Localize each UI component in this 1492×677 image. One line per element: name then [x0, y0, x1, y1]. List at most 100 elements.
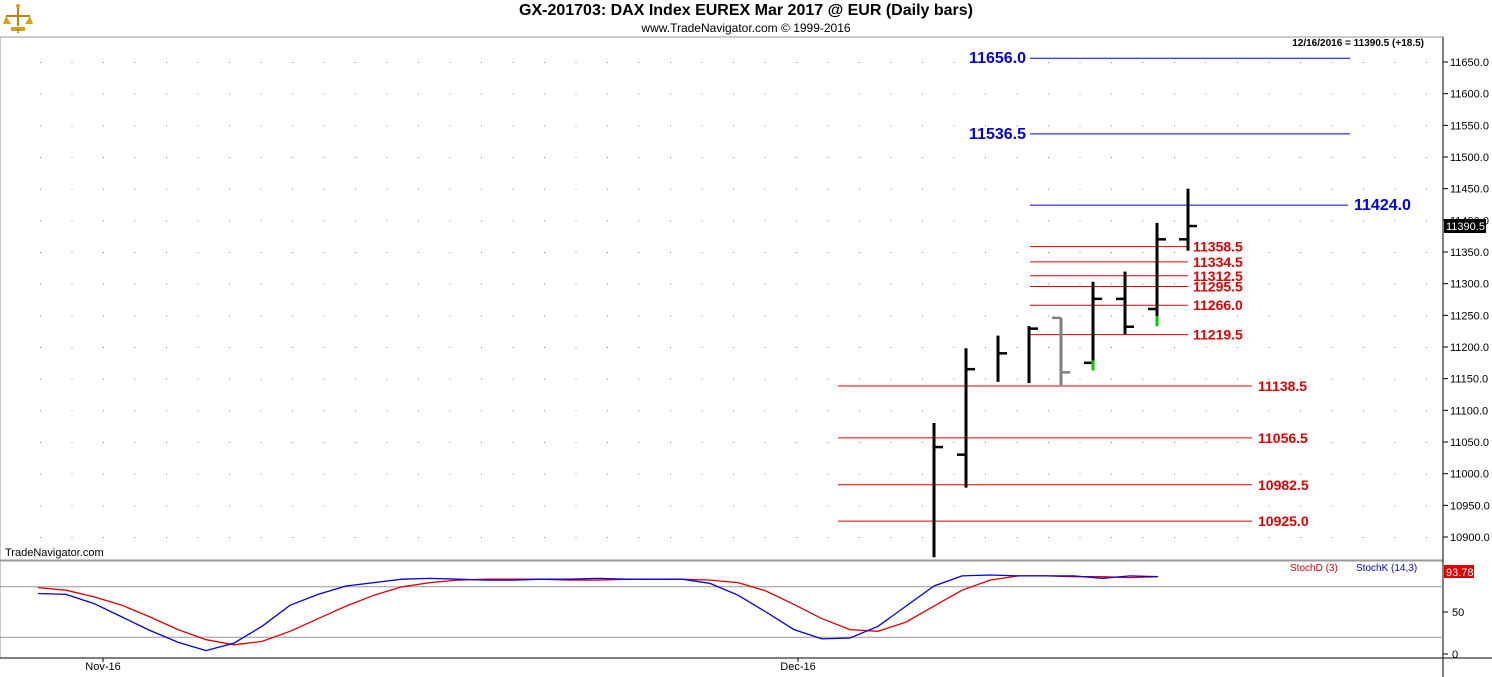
- grid-dot: [890, 220, 892, 222]
- stochastic-panel: 50 0 StochD (3) StochK (14,3): [0, 563, 1464, 661]
- grid-dot: [1331, 410, 1333, 412]
- grid-dot: [701, 220, 703, 222]
- grid-dot: [1237, 125, 1238, 127]
- grid-dot: [103, 473, 104, 475]
- grid-dot: [418, 410, 419, 412]
- grid-dot: [1205, 283, 1207, 285]
- grid-dot: [134, 347, 136, 348]
- grid-dot: [1016, 473, 1018, 475]
- grid-dot: [701, 378, 703, 380]
- grid-dot: [575, 315, 577, 317]
- grid-dot: [575, 283, 577, 285]
- grid-dot: [481, 505, 482, 507]
- grid-dot: [1205, 410, 1207, 412]
- grid-dot: [1016, 188, 1018, 190]
- grid-dot: [1205, 93, 1207, 95]
- grid-dot: [638, 378, 640, 380]
- grid-dot: [701, 315, 703, 317]
- grid-dot: [859, 157, 860, 158]
- grid-dot: [1331, 315, 1333, 317]
- grid-dot: [1111, 283, 1112, 285]
- stoch-axis-label: 50: [1452, 607, 1464, 619]
- grid-dot: [449, 473, 451, 475]
- grid-dot: [449, 410, 451, 412]
- grid-dot: [796, 93, 797, 95]
- grid-dot: [544, 220, 545, 222]
- grid-dot: [512, 188, 514, 190]
- grid-dot: [796, 157, 797, 158]
- grid-dot: [1268, 93, 1270, 95]
- grid-dot: [134, 537, 136, 538]
- grid-dot: [1237, 442, 1238, 443]
- grid-dot: [197, 505, 199, 507]
- grid-dot: [166, 315, 167, 317]
- grid-dot: [166, 93, 167, 95]
- grid-dot: [827, 157, 829, 158]
- grid-dot: [607, 62, 608, 63]
- grid-dot: [481, 125, 482, 127]
- grid-dot: [1016, 505, 1018, 507]
- grid-dot: [1426, 93, 1427, 95]
- grid-dot: [1331, 125, 1333, 127]
- grid-dot: [733, 410, 734, 412]
- grid-dot: [701, 188, 703, 190]
- grid-dot: [1111, 473, 1112, 475]
- grid-dot: [1363, 252, 1364, 253]
- price-level-label: 11219.5: [1193, 327, 1243, 343]
- grid-dot: [292, 188, 293, 190]
- grid-dot: [1426, 252, 1427, 253]
- grid-dot: [1268, 442, 1270, 443]
- grid-dot: [260, 505, 262, 507]
- grid-dot: [418, 315, 419, 317]
- grid-dot: [1331, 442, 1333, 443]
- grid-dot: [1268, 347, 1270, 348]
- grid-dot: [197, 125, 199, 127]
- grid-dot: [733, 62, 734, 63]
- grid-dot: [229, 220, 230, 222]
- grid-dot: [512, 220, 514, 222]
- grid-dot: [260, 537, 262, 538]
- grid-dot: [764, 188, 766, 190]
- grid-dot: [827, 473, 829, 475]
- grid-dot: [1205, 347, 1207, 348]
- grid-dot: [512, 283, 514, 285]
- grid-dot: [575, 220, 577, 222]
- grid-dot: [512, 410, 514, 412]
- grid-dot: [134, 442, 136, 443]
- grid-dot: [134, 283, 136, 285]
- grid-dot: [1363, 220, 1364, 222]
- grid-dot: [1426, 378, 1427, 380]
- grid-dot: [575, 93, 577, 95]
- grid-dot: [166, 378, 167, 380]
- time-axis-label: Dec-16: [780, 661, 815, 673]
- grid-dot: [953, 62, 955, 63]
- grid-dot: [418, 378, 419, 380]
- grid-dot: [1237, 473, 1238, 475]
- grid-dot: [1142, 220, 1144, 222]
- legend-stoch-d: StochD (3): [1290, 563, 1338, 574]
- grid-dot: [827, 410, 829, 412]
- grid-dot: [890, 125, 892, 127]
- grid-dot: [1205, 220, 1207, 222]
- grid-dot: [638, 505, 640, 507]
- grid-dot: [1048, 537, 1049, 538]
- grid-dot: [1205, 315, 1207, 317]
- grid-dot: [134, 378, 136, 380]
- grid-dot: [733, 188, 734, 190]
- grid-dot: [607, 537, 608, 538]
- grid-dot: [1363, 347, 1364, 348]
- grid-dot: [481, 537, 482, 538]
- grid-dot: [323, 220, 325, 222]
- grid-dot: [260, 473, 262, 475]
- grid-dot: [701, 442, 703, 443]
- grid-dot: [481, 283, 482, 285]
- grid-dot: [1331, 62, 1333, 63]
- grid-dot: [1174, 442, 1175, 443]
- grid-dot: [985, 505, 986, 507]
- grid-dot: [1394, 315, 1396, 317]
- grid-dot: [1174, 473, 1175, 475]
- grid-dot: [386, 62, 388, 63]
- grid-dot: [1363, 283, 1364, 285]
- grid-dot: [1426, 125, 1427, 127]
